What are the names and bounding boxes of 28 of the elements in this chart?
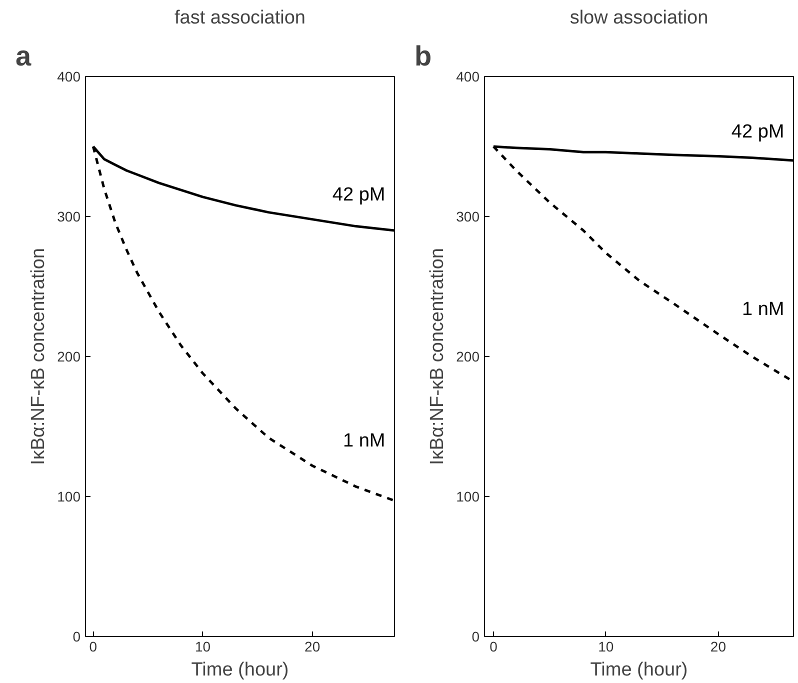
series-label: 42 pM [332,184,386,206]
series-label: 1 nM [742,299,784,320]
y-tick-label: 100 [456,488,480,504]
y-tick-label: 300 [57,208,81,224]
y-tick-label: 0 [472,628,480,644]
y-tick-label: 200 [57,348,81,364]
y-tick-label: 400 [456,68,480,84]
x-tick-label: 20 [304,638,320,654]
y-tick-label: 300 [456,208,480,224]
text: a [16,40,32,72]
series-label: 42 pM [731,121,784,142]
x-tick-label: 10 [194,638,211,654]
y-tick-label: 100 [57,488,81,504]
x-axis-title: Time (hour) [191,660,289,680]
y-tick-label: 0 [72,628,81,644]
y-tick-label: 200 [456,348,480,364]
y-axis-title: IκBα:NF-κB concentration [28,248,50,465]
chart-title: slow association [570,8,708,28]
text: b [414,40,432,72]
series-label: 1 nM [342,430,386,452]
x-tick-label: 0 [89,638,98,654]
y-tick-label: 400 [57,68,81,84]
x-axis-title: Time (hour) [590,660,688,680]
x-tick-label: 20 [710,638,726,654]
y-axis-title: IκBα:NF-κB concentration [427,248,448,465]
x-tick-label: 10 [598,638,614,654]
x-tick-label: 0 [490,638,498,654]
chart-title: fast association [174,8,306,28]
